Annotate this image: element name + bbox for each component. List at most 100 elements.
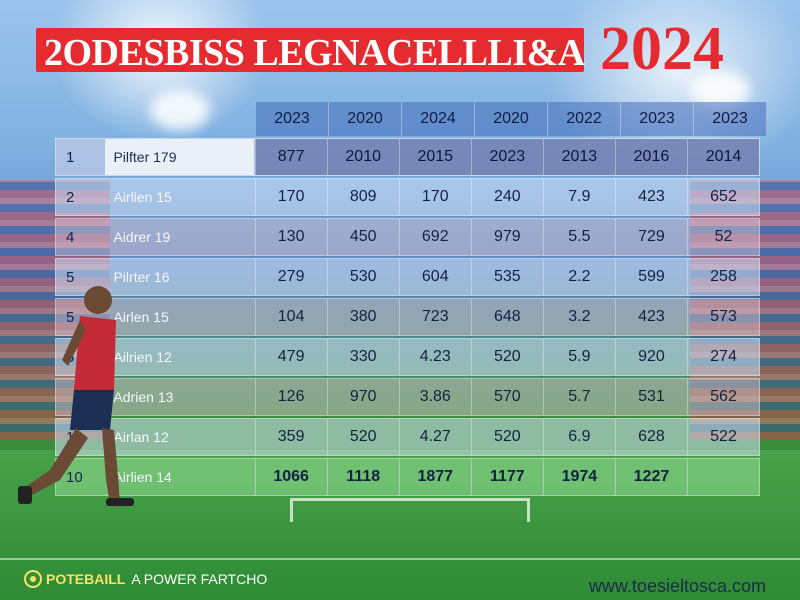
table-cell: 530: [326, 259, 399, 295]
table-cell: 130: [254, 219, 327, 255]
penalty-box: [290, 498, 530, 522]
table-cell: 562: [686, 379, 759, 415]
table-cell: 1974: [542, 459, 615, 495]
table-cell: 330: [326, 339, 399, 375]
table-cell: 1066: [254, 459, 327, 495]
table-cell: 126: [254, 379, 327, 415]
player-name: Pilrter 16: [113, 269, 170, 285]
table-cell: 1877: [398, 459, 471, 495]
table-cell: 2016: [614, 139, 687, 175]
table-cell: 1227: [614, 459, 687, 495]
table-cell: 3.86: [398, 379, 471, 415]
table-cell: 979: [470, 219, 543, 255]
table-cell: 723: [398, 299, 471, 335]
table-cell: 3.2: [542, 299, 615, 335]
table-cell: 5.7: [542, 379, 615, 415]
table-cell: [686, 459, 759, 495]
table-cell: 877: [254, 139, 327, 175]
table-cell: 573: [686, 299, 759, 335]
table-cell: 5.5: [542, 219, 615, 255]
table-cell: 2.2: [542, 259, 615, 295]
table-cell: 6.9: [542, 419, 615, 455]
table-cell: 240: [470, 179, 543, 215]
table-cell: 380: [326, 299, 399, 335]
player-name: Ailrien 12: [113, 349, 172, 365]
table-cell: 1118: [326, 459, 399, 495]
table-cell: 628: [614, 419, 687, 455]
table-cell: 970: [326, 379, 399, 415]
column-header: 2024: [402, 102, 475, 136]
column-header: 2023: [694, 102, 767, 136]
column-header: 2023: [621, 102, 694, 136]
player-name: Adrien 13: [113, 389, 174, 405]
table-cell: 4.27: [398, 419, 471, 455]
table-cell: 104: [254, 299, 327, 335]
stats-table: 1 Pilfter 179 877 2010 2015 2023 2013 2016 2014 2…: [55, 138, 760, 498]
column-header: 2020: [329, 102, 402, 136]
table-cell: 2023: [470, 139, 543, 175]
table-cell: 729: [614, 219, 687, 255]
table-cell: 170: [398, 179, 471, 215]
column-header: 2022: [548, 102, 621, 136]
table-cell: 2010: [326, 139, 399, 175]
table-row: Adrien 13 126 970 3.86 570 5.7 531 562: [55, 378, 760, 416]
table-cell: 648: [470, 299, 543, 335]
table-cell: 2014: [686, 139, 760, 175]
player-name: Airlen 15: [113, 309, 169, 325]
crowd-stand-right: [690, 180, 800, 440]
stadium-light: [150, 90, 210, 130]
table-cell: 809: [326, 179, 399, 215]
table-cell: 7.9: [542, 179, 615, 215]
player-name: Airlan 12: [113, 429, 169, 445]
table-cell: 520: [470, 339, 543, 375]
table-row: 5 Airlen 15 104 380 723 648 3.2 423 573: [55, 298, 760, 336]
table-cell: 423: [614, 179, 687, 215]
table-cell: 274: [686, 339, 759, 375]
table-cell: 479: [254, 339, 327, 375]
player-name: Airlien 14: [113, 469, 172, 485]
table-cell: 5.9: [542, 339, 615, 375]
row-rank: 5: [66, 308, 75, 326]
table-cell: 599: [614, 259, 687, 295]
footer-brand: POTEBAILL: [46, 571, 126, 587]
player-name: Aidrer 19: [113, 229, 171, 245]
table-cell: 2013: [542, 139, 615, 175]
table-cell: 258: [686, 259, 759, 295]
table-cell: 535: [470, 259, 543, 295]
column-header: 2020: [475, 102, 548, 136]
table-cell: 520: [326, 419, 399, 455]
title-year: 2024: [600, 15, 724, 83]
table-cell: 2015: [398, 139, 471, 175]
table-cell: 359: [254, 419, 327, 455]
table-row: 4 Aidrer 19 130 450 692 979 5.5 729 52: [55, 218, 760, 256]
footer-tagline: A POWER FARTCHO: [131, 571, 268, 587]
pitch-line: [0, 558, 800, 560]
football-player-image: [18, 286, 134, 506]
table-cell: 450: [326, 219, 399, 255]
table-cell: 170: [254, 179, 327, 215]
table-row: 1 Pilfter 179 877 2010 2015 2023 2013 2016 2014: [55, 138, 760, 176]
table-cell: 570: [470, 379, 543, 415]
table-cell: 652: [686, 179, 759, 215]
table-row: 10 Airlien 14 1066 1118 1877 1177 1974 1227: [55, 458, 760, 496]
row-rank: 5: [66, 268, 75, 286]
table-cell: 4.23: [398, 339, 471, 375]
player-name: Airlien 15: [113, 189, 172, 205]
table-cell: 520: [470, 419, 543, 455]
title-banner: [36, 28, 584, 72]
footer-url: www.toesieltosca.com: [588, 576, 766, 596]
table-cell: 52: [686, 219, 759, 255]
player-name: Pilfter 179: [105, 139, 254, 175]
table-cell: 1177: [470, 459, 543, 495]
footer-brand-block: POTEBAILL A POWER FARTCHO: [24, 570, 267, 588]
row-rank: 2: [66, 188, 75, 206]
table-cell: 531: [614, 379, 687, 415]
row-rank: 4: [66, 228, 75, 246]
table-cell: 604: [398, 259, 471, 295]
row-rank: 1: [66, 148, 75, 166]
column-header: 2023: [256, 102, 329, 136]
table-cell: 522: [686, 419, 759, 455]
table-row: 2 Airlien 15 170 809 170 240 7.9 423 652: [55, 178, 760, 216]
